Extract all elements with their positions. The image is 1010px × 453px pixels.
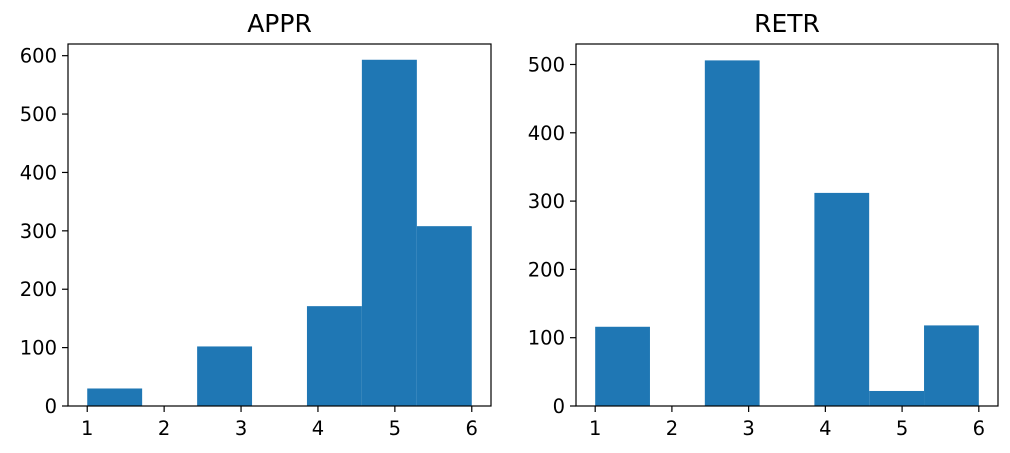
retr-x-tick-label: 6 — [973, 417, 985, 440]
retr-chart-title: RETR — [754, 9, 820, 38]
appr-bar-0 — [87, 388, 143, 406]
retr-y-tick-label: 200 — [528, 258, 565, 281]
appr-x-tick-label: 1 — [81, 417, 93, 440]
appr-x-tick-label: 3 — [235, 417, 247, 440]
retr-y-tick-label: 100 — [528, 327, 565, 350]
retr-y-tick-label: 500 — [528, 53, 565, 76]
appr-bar-6 — [416, 226, 472, 406]
appr-chart-title: APPR — [247, 9, 312, 38]
appr-y-tick-label: 300 — [20, 220, 57, 243]
appr-x-tick-label: 2 — [158, 417, 170, 440]
appr-x-tick-label: 5 — [389, 417, 401, 440]
retr-x-tick-label: 5 — [896, 417, 908, 440]
appr-bar-4 — [306, 306, 362, 406]
appr-y-tick-label: 600 — [20, 45, 57, 68]
retr-x-tick-label: 2 — [666, 417, 678, 440]
appr-axes-frame — [67, 43, 492, 407]
appr-y-tick-label: 500 — [20, 103, 57, 126]
retr-y-tick-label: 400 — [528, 122, 565, 145]
retr-y-tick-label: 0 — [553, 395, 565, 418]
appr-bar-2 — [197, 346, 253, 406]
retr-histogram: 1 2 3 4 5 6 0 100 200 300 400 500 RETR — [528, 9, 999, 440]
retr-axes-frame — [575, 43, 999, 407]
retr-bar-6 — [924, 325, 979, 406]
retr-x-tick-label: 3 — [742, 417, 754, 440]
retr-bar-0 — [595, 326, 650, 406]
appr-y-tick-label: 400 — [20, 161, 57, 184]
appr-histogram: 1 2 3 4 5 6 0 100 200 300 400 500 600 APPR — [20, 9, 492, 440]
appr-y-tick-label: 200 — [20, 278, 57, 301]
retr-bar-5 — [869, 390, 925, 406]
appr-bar-5 — [361, 59, 417, 406]
retr-bar-4 — [814, 192, 870, 406]
retr-y-tick-label: 300 — [528, 190, 565, 213]
retr-x-tick-label: 4 — [819, 417, 831, 440]
retr-bar-2 — [704, 60, 760, 406]
appr-y-tick-label: 100 — [20, 337, 57, 360]
retr-x-tick-label: 1 — [589, 417, 601, 440]
appr-x-tick-label: 6 — [466, 417, 478, 440]
appr-x-tick-label: 4 — [312, 417, 324, 440]
appr-y-tick-label: 0 — [45, 395, 57, 418]
